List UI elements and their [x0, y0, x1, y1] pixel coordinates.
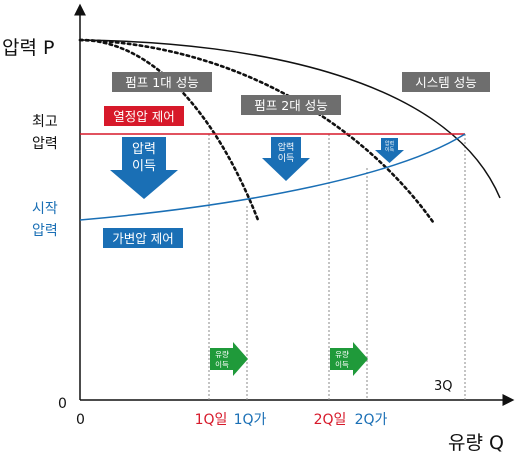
flow-gain-arrow-2: 유량 이득: [330, 342, 368, 376]
start-pressure-label-2: 압력: [32, 223, 58, 239]
system-label: 시스템 성능: [415, 75, 476, 90]
pump2-label-box: [241, 95, 341, 115]
pressure-gain-arrow-1-text-1: 압력: [132, 142, 156, 157]
pump1-label-box: [112, 72, 212, 92]
x-tick-2q-fixed: 2Q일: [314, 412, 347, 428]
pressure-gain-arrow-3-text-2: 이득: [385, 146, 395, 153]
y-axis-label: 압력 P: [2, 37, 54, 59]
y-origin-label: 0: [58, 396, 67, 412]
pressure-gain-arrow-3: 압력 이득: [375, 138, 404, 163]
x-tick-2q-variable: 2Q가: [355, 412, 388, 428]
pressure-gain-arrow-2-text-1: 압력: [278, 141, 295, 153]
pump1-label: 펌프 1대 성능: [125, 75, 198, 90]
pressure-gain-arrow-2: 압력 이득: [262, 137, 310, 181]
system-curve: [79, 39, 501, 199]
pressure-gain-arrow-2-text-2: 이득: [278, 153, 295, 164]
guide-lines: [208, 134, 466, 400]
flow-gain-arrow-1: 유량 이득: [210, 342, 248, 376]
variable-pressure-curve: [79, 133, 466, 221]
fixed-control-box: [104, 106, 184, 126]
pressure-gain-arrow-1-text-2: 이득: [132, 159, 156, 174]
system-label-box: [402, 72, 490, 92]
start-pressure-label-1: 시작: [32, 201, 58, 217]
max-pressure-label-2: 압력: [32, 136, 58, 152]
x-tick-1q-variable: 1Q가: [234, 412, 267, 428]
max-pressure-label-1: 최고: [32, 114, 58, 130]
q3-label: 3Q: [434, 379, 453, 394]
fixed-control-label: 열정압 제어: [113, 109, 174, 124]
flow-gain-arrow-2-text-1: 유량: [335, 350, 349, 359]
x-tick-1q-fixed: 1Q일: [195, 412, 228, 428]
x-origin-label: 0: [76, 412, 85, 428]
x-axis-label: 유량 Q: [448, 432, 504, 454]
pump2-label: 펌프 2대 성능: [254, 98, 327, 113]
pressure-gain-arrow-1: 압력 이득: [110, 137, 178, 199]
flow-gain-arrow-2-text-2: 이득: [335, 359, 349, 369]
flow-gain-arrow-1-text-2: 이득: [215, 359, 229, 369]
pump1-curve: [78, 38, 260, 222]
variable-control-label: 가변압 제어: [112, 231, 173, 246]
pressure-gain-arrow-3-text-1: 압력: [385, 140, 394, 147]
pump2-curve: [78, 38, 435, 224]
flow-gain-arrow-1-text-1: 유량: [215, 350, 229, 359]
variable-control-box: [103, 228, 183, 248]
